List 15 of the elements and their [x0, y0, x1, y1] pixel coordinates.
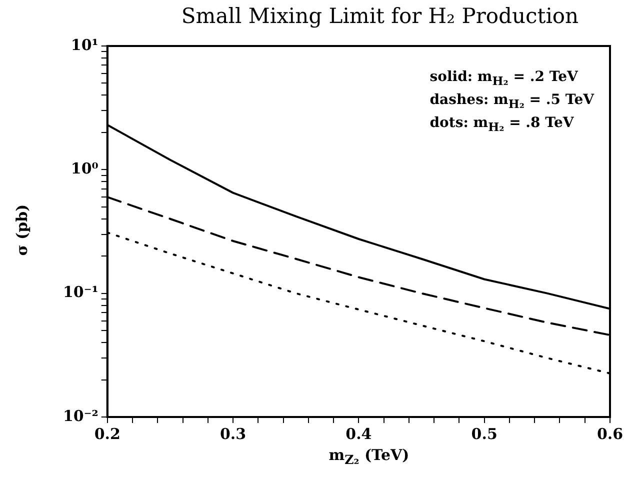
- x-tick-label: 0.6: [596, 424, 624, 443]
- x-tick-label: 0.2: [94, 424, 120, 443]
- chart-title: Small Mixing Limit for H₂ Production: [180, 4, 580, 28]
- y-tick-label: 10⁰: [70, 160, 99, 178]
- y-tick-label: 10⁻²: [62, 406, 98, 425]
- x-axis-title: m$_{Z₂}$ (TeV): [328, 446, 410, 467]
- y-tick-label: 10¹: [70, 36, 98, 54]
- y-tick-label: 10⁻¹: [62, 283, 98, 302]
- annotation: dashes: m$_{H₂}$ = .5 TeV: [430, 90, 594, 113]
- annotation: dots: m$_{H₂}$ = .8 TeV: [430, 114, 575, 136]
- x-tick-label: 0.5: [471, 424, 498, 443]
- y-axis-title: σ (pb): [13, 204, 31, 256]
- x-tick-label: 0.3: [220, 424, 246, 443]
- annotation: solid: m$_{H₂}$ = .2 TeV: [430, 68, 579, 90]
- x-tick-label: 0.4: [346, 424, 372, 443]
